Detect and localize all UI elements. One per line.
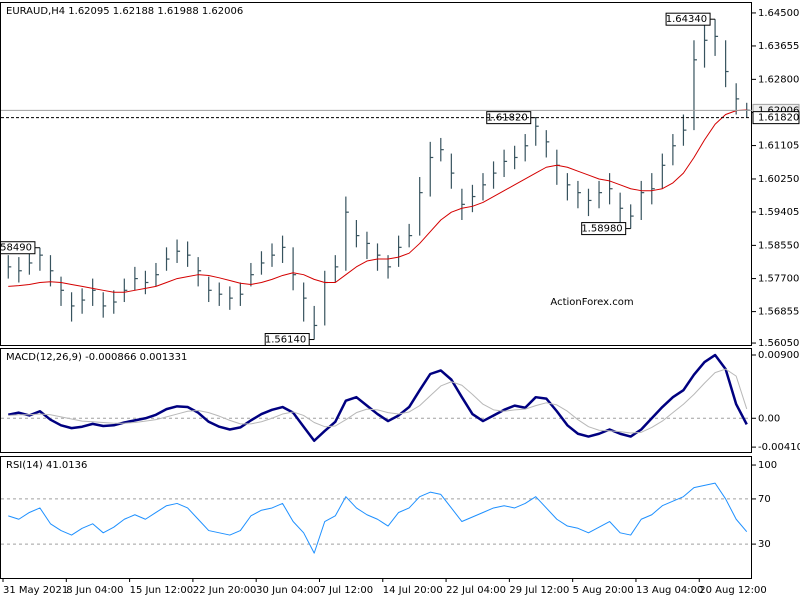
y-tick-label: 1.64500 bbox=[758, 8, 799, 19]
panel-frame bbox=[0, 456, 752, 579]
series-line bbox=[8, 109, 747, 293]
y-tick-label: 1.63655 bbox=[758, 41, 799, 52]
annotation-box bbox=[1, 241, 36, 255]
annotation-box bbox=[264, 333, 310, 345]
y-tick-label: 1.57700 bbox=[758, 274, 799, 285]
x-tick-label: 22 Jun 20:00 bbox=[193, 585, 257, 596]
x-tick-label: 15 Jun 12:00 bbox=[130, 585, 194, 596]
price-label: 1.62006 bbox=[758, 105, 799, 116]
panel-title: EURAUD,H4 1.62095 1.62188 1.61988 1.6200… bbox=[6, 6, 243, 17]
annotation-label: 1.64340 bbox=[666, 14, 707, 25]
x-tick-label: 20 Aug 12:00 bbox=[699, 585, 766, 596]
y-tick-label: 1.58550 bbox=[758, 240, 799, 251]
y-tick-label: 1.62800 bbox=[758, 74, 799, 85]
y-tick-label: 30 bbox=[758, 539, 771, 550]
y-tick-label: 100 bbox=[758, 460, 777, 471]
annotation-label: 1.58490 bbox=[0, 243, 32, 254]
panel: ActionForex.com 1.64340 1.61820 1.58980 1.56… bbox=[0, 2, 800, 349]
x-tick-label: 5 Aug 20:00 bbox=[573, 585, 634, 596]
y-tick-label: -0.004104 bbox=[758, 442, 800, 453]
x-tick-label: 30 Jun 04:00 bbox=[256, 585, 320, 596]
panel: 0.009005 0.00 -0.004104 MACD(12,26,9) -0.00… bbox=[0, 348, 800, 453]
watermark: ActionForex.com bbox=[550, 297, 633, 308]
y-tick-label: 1.61105 bbox=[758, 141, 799, 152]
y-tick-label: 0.00 bbox=[758, 413, 780, 424]
x-tick-label: 31 May 2021 bbox=[3, 585, 68, 596]
annotation-box bbox=[665, 12, 711, 26]
y-tick-label: 1.60250 bbox=[758, 174, 799, 185]
annotation-box bbox=[581, 222, 627, 236]
price-label: 1.61820 bbox=[758, 113, 799, 124]
plot-area bbox=[1, 482, 751, 554]
panel-frame bbox=[0, 2, 752, 346]
x-tick-label: 13 Aug 04:00 bbox=[636, 585, 703, 596]
plot-area bbox=[1, 353, 751, 443]
annotation-label: 1.56140 bbox=[265, 335, 306, 346]
annotation-label: 1.58980 bbox=[581, 224, 622, 235]
series-line bbox=[8, 353, 748, 443]
x-tick-label: 22 Jul 04:00 bbox=[446, 585, 506, 596]
panel-frame bbox=[0, 348, 752, 453]
panel-title: MACD(12,26,9) -0.000866 0.001331 bbox=[6, 352, 187, 363]
x-tick-label: 14 Jul 20:00 bbox=[383, 585, 443, 596]
y-tick-label: 0.009005 bbox=[758, 350, 800, 361]
x-tick-label: 29 Jul 12:00 bbox=[509, 585, 569, 596]
y-tick-label: 1.59405 bbox=[758, 207, 799, 218]
x-tick-label: 7 Jul 12:00 bbox=[319, 585, 373, 596]
series-line bbox=[8, 482, 748, 554]
x-tick-label: 8 Jun 04:00 bbox=[66, 585, 123, 596]
y-tick-label: 1.56855 bbox=[758, 307, 799, 318]
y-tick-label: 1.56050 bbox=[758, 338, 799, 349]
series-line bbox=[8, 368, 748, 434]
y-tick-label: 70 bbox=[758, 494, 771, 505]
price-label-box bbox=[752, 111, 800, 125]
panel-title: RSI(14) 41.0136 bbox=[6, 460, 87, 471]
